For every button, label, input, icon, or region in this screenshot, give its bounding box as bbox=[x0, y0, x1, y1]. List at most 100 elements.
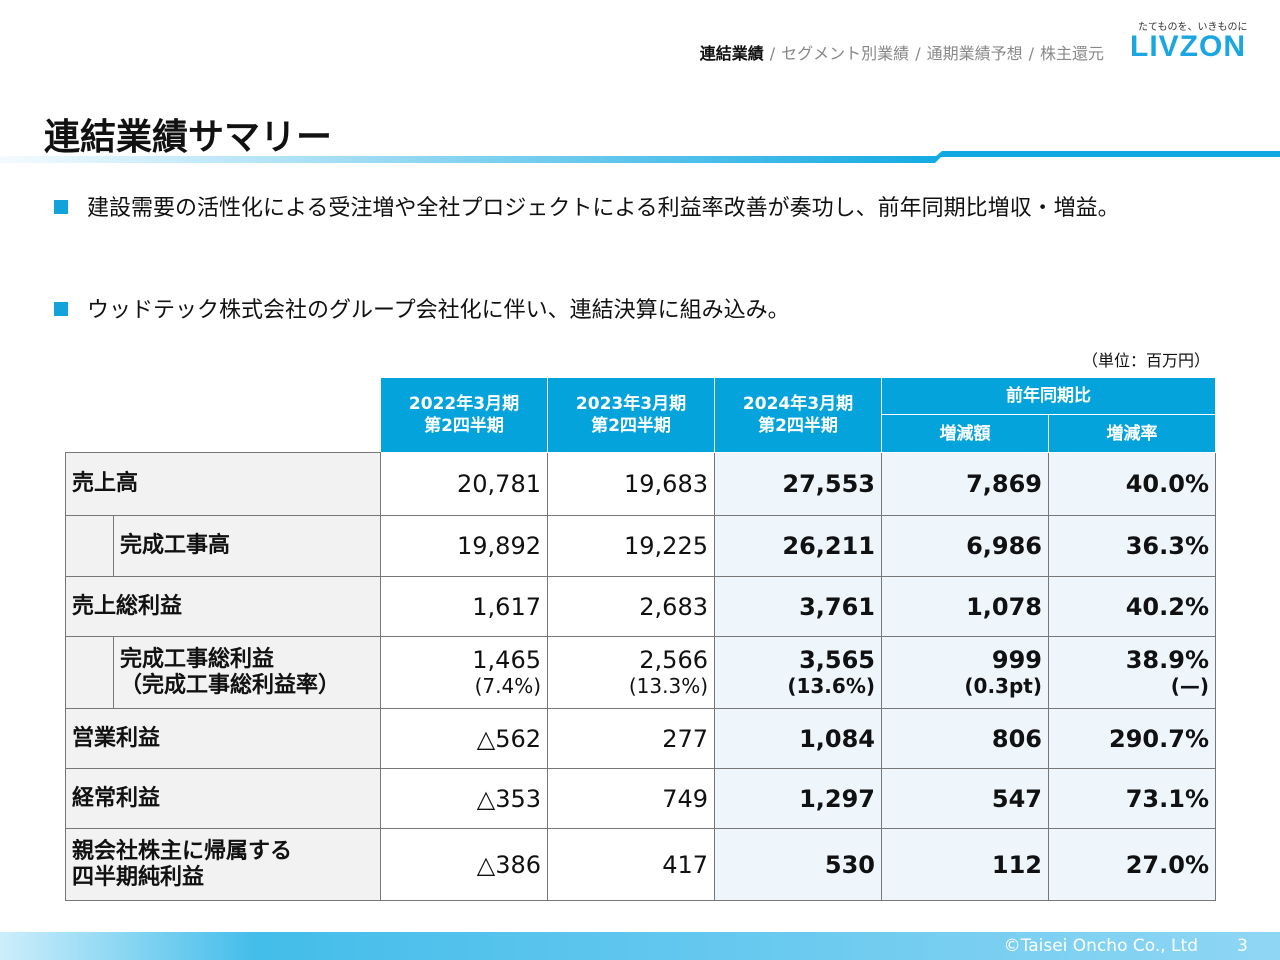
value-text: 27,553 bbox=[782, 470, 875, 498]
value-cell: △562 bbox=[380, 708, 548, 769]
row-label-text: 完成工事総利益 bbox=[120, 646, 275, 672]
nav-segment[interactable]: セグメント別業績 bbox=[781, 44, 910, 63]
value-text: 1,084 bbox=[799, 724, 875, 753]
value-cell: 7,869 bbox=[881, 452, 1049, 516]
table-row: 売上高 20,781 19,683 27,553 7,869 40.0% bbox=[65, 452, 1216, 516]
header-fy2023: 2023年3月期 第2四半期 bbox=[547, 377, 715, 453]
table-row: 売上総利益 1,617 2,683 3,761 1,078 40.2% bbox=[65, 576, 1216, 637]
value-text: 36.3% bbox=[1125, 532, 1209, 560]
value-text: 547 bbox=[991, 784, 1042, 813]
row-label: 親会社株主に帰属する 四半期純利益 bbox=[65, 828, 381, 901]
value-cell: 19,683 bbox=[547, 452, 715, 516]
value-text: 1,617 bbox=[472, 592, 541, 621]
value-cell: 1,465 (7.4%) bbox=[380, 636, 548, 709]
value-text: 20,781 bbox=[457, 470, 541, 498]
row-label: 完成工事高 bbox=[113, 515, 381, 577]
row-label-text: 完成工事高 bbox=[120, 533, 231, 558]
value-cell: 290.7% bbox=[1048, 708, 1216, 769]
nav-consolidated[interactable]: 連結業績 bbox=[699, 44, 764, 63]
value-cell: 1,617 bbox=[380, 576, 548, 637]
value-subtext: (13.3%) bbox=[628, 673, 708, 698]
separator: / bbox=[769, 44, 776, 63]
table-row: 経常利益 △353 749 1,297 547 73.1% bbox=[65, 768, 1216, 829]
header-fy2022: 2022年3月期 第2四半期 bbox=[380, 377, 548, 453]
value-cell: 1,084 bbox=[714, 708, 882, 769]
row-label-text: 売上総利益 bbox=[72, 593, 183, 619]
value-cell: 73.1% bbox=[1048, 768, 1216, 829]
page-number: 3 bbox=[1237, 936, 1248, 956]
value-cell: 547 bbox=[881, 768, 1049, 829]
value-cell: 38.9% (—) bbox=[1048, 636, 1216, 709]
square-bullet-icon bbox=[54, 200, 68, 214]
value-cell: 3,761 bbox=[714, 576, 882, 637]
results-table: 2022年3月期 第2四半期 2023年3月期 第2四半期 2024年3月期 第… bbox=[65, 377, 1216, 901]
value-cell: 3,565 (13.6%) bbox=[714, 636, 882, 709]
separator: / bbox=[1028, 44, 1034, 63]
nav-forecast[interactable]: 通期業績予想 bbox=[926, 44, 1023, 63]
value-text: △353 bbox=[476, 784, 541, 813]
header-yoy: 前年同期比 bbox=[881, 377, 1216, 415]
header-fy2024: 2024年3月期 第2四半期 bbox=[714, 377, 882, 453]
value-cell: 20,781 bbox=[380, 452, 548, 516]
value-cell: △386 bbox=[380, 828, 548, 901]
value-cell: 6,986 bbox=[881, 515, 1049, 577]
title-underline-accent bbox=[935, 151, 1280, 157]
value-cell: 806 bbox=[881, 708, 1049, 769]
header-change-amount: 増減額 bbox=[881, 414, 1049, 453]
value-cell: 40.2% bbox=[1048, 576, 1216, 637]
value-text: △386 bbox=[476, 850, 541, 879]
value-cell: 999 (0.3pt) bbox=[881, 636, 1049, 709]
value-text: 1,297 bbox=[799, 784, 875, 813]
value-subtext: (—) bbox=[1170, 673, 1209, 698]
value-text: 1,465 bbox=[472, 645, 541, 674]
bullet-item: ウッドテック株式会社のグループ会社化に伴い、連結決算に組み込み。 bbox=[54, 294, 1227, 328]
row-label: 完成工事総利益 （完成工事総利益率） bbox=[113, 636, 381, 709]
table-row: 完成工事総利益 （完成工事総利益率） 1,465 (7.4%) 2,566 (13.3%)… bbox=[65, 636, 1216, 709]
value-text: 19,225 bbox=[624, 532, 708, 560]
value-text: 19,683 bbox=[624, 470, 708, 498]
brand-tagline: たてものを、いきものに bbox=[1138, 22, 1248, 33]
indent-cell bbox=[65, 515, 114, 577]
page-title: 連結業績サマリー bbox=[44, 117, 333, 158]
value-cell: 27.0% bbox=[1048, 828, 1216, 901]
value-cell: 749 bbox=[547, 768, 715, 829]
value-text: 749 bbox=[662, 784, 708, 813]
value-text: 40.0% bbox=[1125, 470, 1209, 498]
value-cell: △353 bbox=[380, 768, 548, 829]
value-cell: 19,225 bbox=[547, 515, 715, 577]
value-cell: 530 bbox=[714, 828, 882, 901]
value-text: 112 bbox=[991, 850, 1042, 879]
separator: / bbox=[915, 44, 921, 63]
value-text: 27.0% bbox=[1125, 850, 1209, 879]
value-cell: 26,211 bbox=[714, 515, 882, 577]
footer-bar bbox=[0, 932, 1280, 960]
header-change-rate: 増減率 bbox=[1048, 414, 1216, 453]
value-text: 73.1% bbox=[1125, 784, 1209, 813]
value-text: 530 bbox=[824, 850, 875, 879]
value-text: 2,566 bbox=[639, 645, 708, 674]
value-cell: 2,683 bbox=[547, 576, 715, 637]
value-text: 26,211 bbox=[782, 532, 875, 560]
row-label: 経常利益 bbox=[65, 768, 381, 829]
value-text: 3,761 bbox=[799, 592, 875, 621]
corner-cell bbox=[65, 377, 381, 453]
unit-label: （単位：百万円） bbox=[1081, 351, 1210, 370]
value-cell: 112 bbox=[881, 828, 1049, 901]
value-cell: 1,297 bbox=[714, 768, 882, 829]
value-text: 290.7% bbox=[1109, 724, 1209, 753]
row-label-text: 売上高 bbox=[72, 471, 139, 496]
bullet-text: ウッドテック株式会社のグループ会社化に伴い、連結決算に組み込み。 bbox=[87, 298, 790, 323]
row-label: 売上高 bbox=[65, 452, 381, 516]
value-text: 7,869 bbox=[966, 470, 1042, 498]
row-label-text: （完成工事総利益率） bbox=[120, 672, 341, 698]
value-text: 417 bbox=[662, 850, 708, 879]
row-label-text: 経常利益 bbox=[72, 785, 161, 811]
section-breadcrumb: 連結業績 / セグメント別業績 / 通期業績予想 / 株主還元 bbox=[700, 40, 1104, 64]
value-subtext: (7.4%) bbox=[474, 673, 541, 698]
value-text: △562 bbox=[476, 724, 541, 753]
square-bullet-icon bbox=[54, 302, 68, 316]
value-text: 19,892 bbox=[457, 532, 541, 560]
nav-shareholder-returns[interactable]: 株主還元 bbox=[1039, 44, 1104, 63]
bullet-item: 建設需要の活性化による受注増や全社プロジェクトによる利益率改善が奏功し、前年同期… bbox=[54, 192, 1227, 226]
table-row: 営業利益 △562 277 1,084 806 290.7% bbox=[65, 708, 1216, 769]
